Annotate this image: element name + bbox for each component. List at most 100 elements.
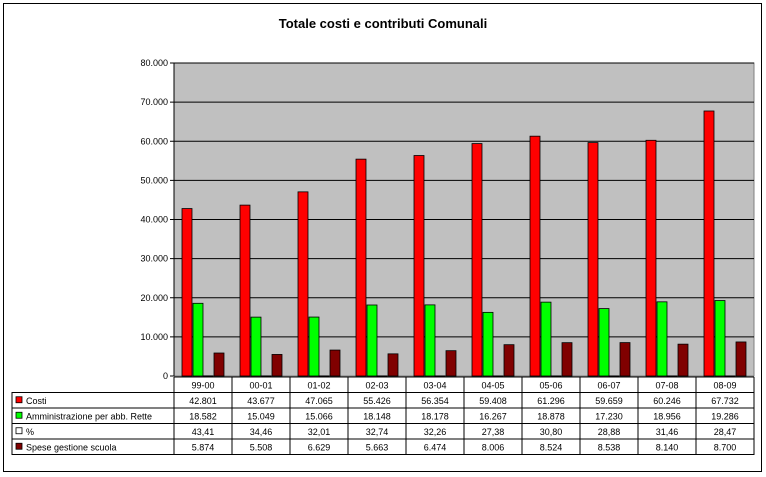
gridlines [174,62,754,338]
data-label: 56.354 [421,396,449,406]
legend-entry: Amministrazione per abb. Rette [26,412,152,422]
bar-amministrazione-per-abb-rette-08-09 [714,300,726,377]
data-label: 32,01 [308,427,331,437]
bar-amministrazione-per-abb-rette-05-06 [540,301,552,377]
data-label: 31,46 [656,427,679,437]
data-label: 60.246 [653,396,681,406]
category-label: 07-08 [655,381,678,391]
data-label: 15.049 [247,412,275,422]
category-label: 04-05 [481,381,504,391]
bar-amministrazione-per-abb-rette-04-05 [482,311,494,377]
category-label: 00-01 [249,381,272,391]
legend-entry: Costi [26,396,47,406]
data-label: 30,80 [540,427,563,437]
bar-spese-gestione-scuola-01-02 [329,349,341,377]
data-label: 6.629 [308,443,331,453]
bar--00-01 [260,375,272,377]
y-axis: 0 10.000 20.000 30.000 40.000 50.000 60.000 70.… [140,58,175,381]
bar-amministrazione-per-abb-rette-07-08 [656,301,668,377]
data-label: 6.474 [424,443,447,453]
bar--01-02 [318,375,330,377]
bar--08-09 [724,375,736,377]
category-label: 99-00 [191,381,214,391]
bar--99-00 [202,375,214,377]
data-label: 18.878 [537,412,565,422]
legend-key [15,396,23,404]
data-label: 42.801 [189,396,217,406]
legend-key [15,442,23,450]
data-label: 5.663 [366,443,389,453]
bar-costi-07-08 [645,139,657,377]
data-label: 47.065 [305,396,333,406]
data-label: 18.148 [363,412,391,422]
category-label: 01-02 [307,381,330,391]
y-tick-label: 80.000 [140,58,168,68]
data-label: 67.732 [711,396,739,406]
bar-spese-gestione-scuola-03-04 [445,350,457,377]
bar-costi-06-07 [587,142,599,377]
data-label: 43.677 [247,396,275,406]
category-label: 08-09 [713,381,736,391]
bar-amministrazione-per-abb-rette-03-04 [424,304,436,377]
category-label: 02-03 [365,381,388,391]
bars [181,110,747,377]
y-tick-label: 60.000 [140,136,168,146]
bar-costi-02-03 [355,158,367,377]
bar-amministrazione-per-abb-rette-00-01 [250,316,262,377]
data-label: 34,46 [250,427,273,437]
data-label: 18.956 [653,412,681,422]
data-label: 18.582 [189,412,217,422]
category-label: 06-07 [597,381,620,391]
bar-spese-gestione-scuola-00-01 [271,354,283,377]
data-label: 8.538 [598,443,621,453]
bar-spese-gestione-scuola-05-06 [561,342,573,377]
data-label: 8.524 [540,443,563,453]
legend-key [15,427,23,435]
y-tick-label: 40.000 [140,215,168,225]
data-label: 16.267 [479,412,507,422]
data-label: 59.659 [595,396,623,406]
bar--05-06 [550,375,562,377]
bar-spese-gestione-scuola-08-09 [735,341,747,377]
y-tick-label: 70.000 [140,97,168,107]
bar-costi-03-04 [413,155,425,377]
y-tick-label: 20.000 [140,293,168,303]
category-label: 03-04 [423,381,446,391]
data-label: 19.286 [711,412,739,422]
legend-entry: % [26,427,34,437]
data-label: 28,47 [714,427,737,437]
data-label: 59.408 [479,396,507,406]
bar-costi-08-09 [703,110,715,377]
data-label: 15.066 [305,412,333,422]
data-label: 32,26 [424,427,447,437]
bar-spese-gestione-scuola-02-03 [387,353,399,377]
bar-amministrazione-per-abb-rette-01-02 [308,316,320,377]
data-label: 43,41 [192,427,215,437]
bar--07-08 [666,375,678,377]
data-label: 55.426 [363,396,391,406]
bar-costi-00-01 [239,204,251,377]
data-label: 32,74 [366,427,389,437]
bar--03-04 [434,375,446,377]
data-label: 27,38 [482,427,505,437]
data-label: 8.140 [656,443,679,453]
bar-amministrazione-per-abb-rette-06-07 [598,308,610,377]
bar-costi-01-02 [297,191,309,377]
bar-costi-04-05 [471,143,483,377]
data-label: 28,88 [598,427,621,437]
y-tick-label: 0 [163,371,168,381]
bar--06-07 [608,375,620,377]
legend-entry: Spese gestione scuola [26,443,117,453]
bar--04-05 [492,375,504,377]
bar-amministrazione-per-abb-rette-02-03 [366,304,378,377]
y-tick-label: 50.000 [140,175,168,185]
bar-costi-99-00 [181,208,193,377]
bar-spese-gestione-scuola-07-08 [677,343,689,377]
data-label: 17.230 [595,412,623,422]
data-label: 61.296 [537,396,565,406]
bar-spese-gestione-scuola-04-05 [503,344,515,377]
bar-costi-05-06 [529,135,541,377]
y-tick-label: 10.000 [140,332,168,342]
data-label: 8.700 [714,443,737,453]
